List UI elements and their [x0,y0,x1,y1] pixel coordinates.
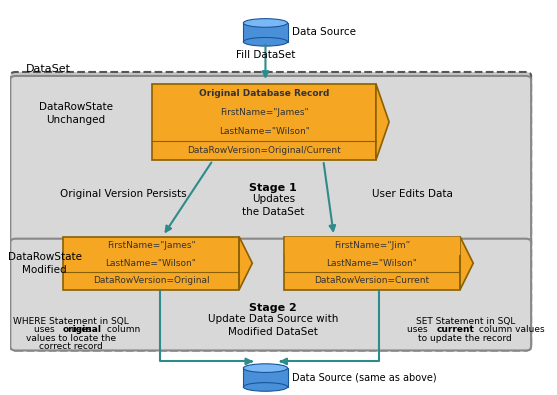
Text: SET Statement in SQL: SET Statement in SQL [416,317,515,326]
Text: correct record: correct record [39,342,102,351]
Text: Original Database Record: Original Database Record [199,89,329,98]
Text: DataSet: DataSet [26,64,71,74]
Text: DataRowVersion=Original/Current: DataRowVersion=Original/Current [187,146,341,155]
Bar [243,23,287,42]
Bar [63,237,239,290]
Polygon shape [460,237,473,290]
Text: WHERE Statement in SQL: WHERE Statement in SQL [13,317,129,326]
Text: DataRowState
Modified: DataRowState Modified [8,252,81,275]
Polygon shape [376,84,389,160]
Text: to update the record: to update the record [418,334,512,342]
Text: uses: uses [408,325,431,334]
Bar [284,237,460,290]
Text: DataRowVersion=Original: DataRowVersion=Original [92,276,209,285]
Ellipse shape [243,38,287,46]
Ellipse shape [243,383,287,391]
Text: LastName="Wilson": LastName="Wilson" [106,259,197,268]
Text: FirstName=“Jim”: FirstName=“Jim” [334,241,410,250]
Text: Update Data Source with
Modified DataSet: Update Data Source with Modified DataSet [208,314,339,337]
Text: values to locate the: values to locate the [26,334,116,342]
Text: Data Source (same as above): Data Source (same as above) [292,372,436,382]
Text: original: original [62,325,101,334]
Text: column: column [104,325,140,334]
Polygon shape [239,237,252,290]
Text: Stage 2: Stage 2 [250,303,297,312]
Text: User Edits Data: User Edits Data [372,189,453,199]
Text: DataRowVersion=Current: DataRowVersion=Current [314,276,429,285]
Bar [153,84,376,160]
Text: Fill DataSet: Fill DataSet [236,51,295,60]
FancyBboxPatch shape [11,76,531,246]
Text: uses: uses [34,325,57,334]
Ellipse shape [243,364,287,372]
Text: Updates
the DataSet: Updates the DataSet [242,194,305,217]
Bar [243,368,287,387]
FancyBboxPatch shape [11,72,531,350]
Text: FirstName="Jim": FirstName="Jim" [334,241,410,250]
Bar [285,237,459,254]
Text: Data Source: Data Source [292,27,356,38]
FancyBboxPatch shape [11,239,531,350]
Text: LastName="Wilson": LastName="Wilson" [219,127,310,136]
Text: Stage 1: Stage 1 [250,182,297,193]
Text: FirstName="James": FirstName="James" [107,241,196,250]
Text: Original Version Persists: Original Version Persists [60,189,187,199]
Ellipse shape [243,19,287,27]
Text: FirstName="James": FirstName="James" [220,108,309,117]
Text: column values: column values [476,325,545,334]
Text: LastName="Wilson": LastName="Wilson" [326,259,417,268]
Text: uses: uses [71,325,94,334]
Text: current: current [436,325,474,334]
Text: DataRowState
Unchanged: DataRowState Unchanged [39,102,113,125]
